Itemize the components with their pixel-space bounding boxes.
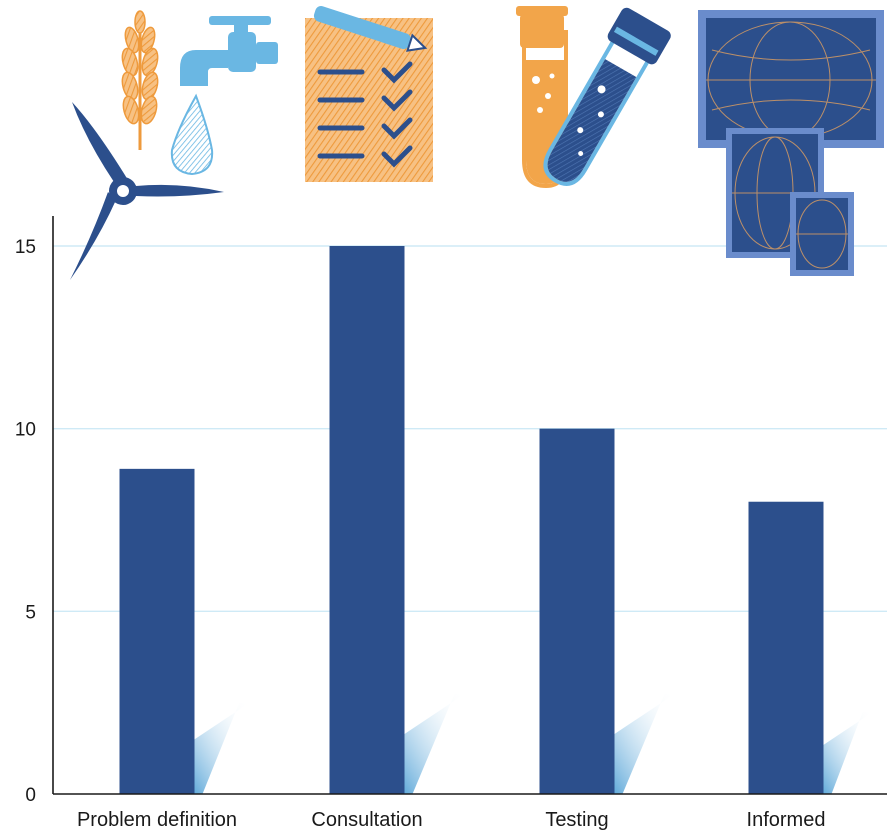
- bar: [329, 246, 405, 794]
- x-axis-labels: Problem definition Consultation Testing Inf…: [77, 809, 826, 831]
- x-category-label: Problem definition: [77, 809, 237, 831]
- y-tick-label: 0: [25, 785, 36, 806]
- y-tick-label: 10: [15, 420, 36, 441]
- y-axis-ticks: 0 5 10 15: [15, 237, 36, 806]
- x-category-label: Informed: [747, 809, 826, 831]
- water-drop-icon: [170, 93, 214, 176]
- y-tick-label: 15: [15, 237, 36, 258]
- wind-turbine-icon: [70, 102, 224, 280]
- bar-shadow: [194, 702, 250, 794]
- bar: [119, 468, 195, 794]
- y-tick-label: 5: [25, 602, 36, 623]
- x-category-label: Consultation: [311, 809, 422, 831]
- bar: [539, 428, 615, 794]
- globe-screens-icon: [698, 10, 884, 276]
- bar-shadow: [404, 694, 465, 794]
- bar-shadow: [614, 694, 675, 794]
- water-tap-icon: [180, 16, 278, 86]
- bar-shadows: [194, 694, 873, 794]
- x-category-label: Testing: [545, 809, 608, 831]
- checklist-icon: [305, 6, 433, 182]
- bar: [748, 501, 824, 794]
- bars: [119, 246, 824, 794]
- wheat-icon: [121, 10, 159, 150]
- test-tubes-icon: [516, 6, 671, 189]
- bar-shadow: [823, 712, 873, 794]
